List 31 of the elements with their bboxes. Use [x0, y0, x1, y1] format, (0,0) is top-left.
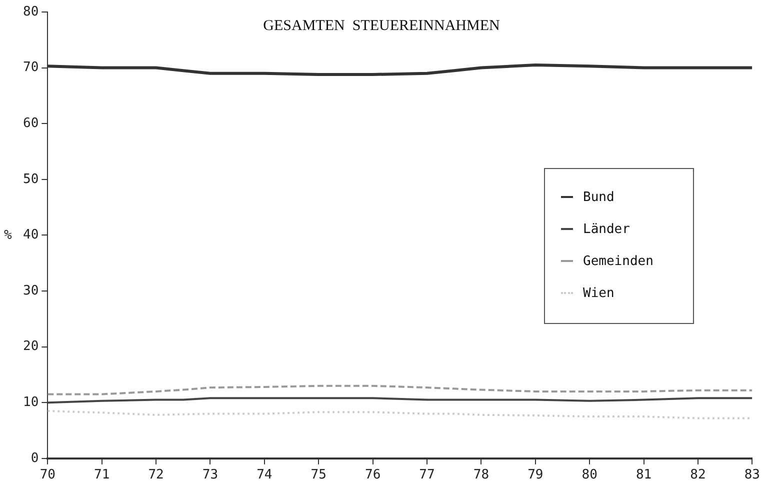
x-tick-label: 80: [582, 468, 598, 483]
y-tick-label: 60: [22, 116, 39, 131]
x-tick-label: 74: [256, 468, 272, 483]
y-tick-label: 20: [22, 339, 39, 354]
y-tick-label: 50: [22, 172, 39, 187]
y-tick-label: 30: [22, 283, 39, 298]
x-tick-label: 75: [310, 468, 326, 483]
x-tick-label: 78: [473, 468, 490, 483]
x-tick-label: 71: [94, 468, 110, 483]
x-tick-label: 81: [636, 468, 652, 483]
x-tick-label: 79: [528, 468, 544, 483]
line-series: [48, 410, 752, 420]
y-tick-label: 40: [22, 228, 39, 243]
legend-label: Gemeinden: [583, 254, 654, 268]
y-tick-label: 0: [30, 450, 39, 466]
line-series: [48, 384, 752, 396]
y-tick-label: 80: [22, 4, 39, 20]
x-tick-label: 70: [40, 468, 56, 483]
y-tick-label: 70: [22, 60, 39, 76]
x-tick-label: 73: [202, 468, 218, 483]
x-tick-label: 77: [419, 468, 435, 483]
y-tick-label: 10: [22, 394, 39, 410]
y-axis-title: %: [4, 228, 12, 243]
chart-title: GESAMTEN STEUEREINNAHMEN: [262, 18, 501, 35]
x-tick-label: 72: [148, 468, 164, 483]
x-tick-label: 83: [744, 468, 760, 483]
x-tick-label: 82: [690, 468, 706, 483]
x-tick-label: 76: [364, 468, 381, 483]
legend-label: Bund: [583, 190, 614, 204]
legend-label: Wien: [583, 286, 614, 300]
legend-label: Länder: [583, 222, 630, 236]
